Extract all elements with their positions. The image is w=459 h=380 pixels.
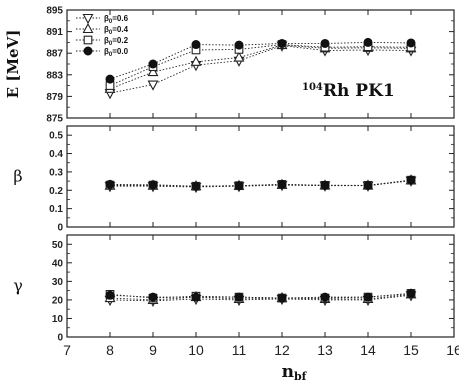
panel-beta-ytick-label: 0.1: [49, 204, 63, 215]
legend-label-3: β0=0.0: [104, 47, 129, 58]
panel-energy-series-1-point-3: [233, 51, 245, 62]
panel-energy-ytick-label: 887: [46, 49, 63, 60]
x-tick-label: 14: [360, 342, 376, 358]
panel-gamma-ytick-label: 40: [52, 258, 64, 269]
panel-beta-ytick-label: 0.2: [49, 186, 63, 197]
legend-label-part: 0: [109, 41, 113, 47]
panel-energy-series-1-line: [109, 44, 412, 90]
x-tick-label: 12: [274, 342, 290, 358]
x-axis: 7 8 9 10 11 12 13 14 15 16: [63, 342, 459, 358]
panel-gamma-series-3-point-1: [148, 292, 158, 302]
panel-gamma-ytick-label: 20: [52, 295, 64, 306]
legend-label-0: β0=0.6: [104, 14, 129, 25]
x-tick-label: 8: [106, 342, 114, 358]
x-tick-label: 11: [232, 342, 247, 358]
legend-label-part: 0: [109, 30, 113, 36]
panel-beta-series-3-point-5: [320, 180, 330, 190]
x-tick-label: 9: [149, 342, 157, 358]
panel-gamma-ytick-label: 10: [52, 314, 64, 325]
legend-label-part: β: [104, 14, 109, 23]
panel-gamma-frame: [66, 234, 455, 338]
panel-beta-series-3-point-3: [234, 181, 244, 191]
panel-gamma-ytick-label: 0: [57, 333, 63, 344]
panel-beta: 0 0.1 0.2 0.3 0.4 0.5 β: [13, 125, 455, 234]
panel-energy-series-1-point-1: [147, 65, 159, 77]
legend-label-part: β: [104, 25, 109, 34]
panel-beta-series-3-point-6: [363, 180, 373, 190]
panel-energy: 875 879 883 887 891 895 E [MeV] 104Rh PK1: [4, 6, 455, 125]
panel-energy-ytick-label: 879: [46, 92, 63, 103]
legend-label-part: 0: [109, 19, 113, 25]
x-tick-label: 13: [317, 342, 333, 358]
panel-energy-ylabel: E [MeV]: [4, 30, 22, 99]
panel-energy-series-3-point-3: [234, 40, 244, 50]
panel-gamma-series-3-point-0: [105, 290, 115, 300]
panel-energy-series-3-point-7: [406, 38, 416, 48]
panel-energy-ytick-label: 891: [46, 27, 63, 38]
panel-beta-ytick-label: 0.5: [49, 131, 63, 142]
panel-energy-series-3-point-2: [191, 40, 201, 50]
annotation-label: 104Rh PK1: [302, 81, 395, 101]
panel-gamma-series-3-point-7: [406, 288, 416, 298]
legend-marker-0: [82, 13, 94, 25]
panel-beta-series-3-line: [109, 179, 412, 187]
panel-energy-ytick-label: 883: [46, 70, 63, 81]
panel-energy-series-3-point-0: [105, 74, 115, 84]
panel-gamma-ylabel: γ: [13, 276, 23, 295]
panels-layer: 875 879 883 887 891 895 E [MeV] 104Rh PK1 0 0.1 0.…: [4, 6, 455, 344]
panel-gamma: 0 10 20 30 40 50 γ: [13, 234, 455, 344]
panel-beta-series-3-point-2: [191, 181, 201, 191]
panel-energy-series-3-point-6: [363, 37, 373, 47]
panel-gamma-series-3-point-5: [320, 292, 330, 302]
panel-gamma-series-3-point-2: [191, 292, 201, 302]
panel-beta-series-3-point-4: [277, 179, 287, 189]
panel-gamma-series-0-line: [109, 294, 412, 302]
annotation-superscript: 104: [302, 82, 323, 93]
panel-gamma-series-3-line: [109, 292, 412, 299]
legend-label-2: β0=0.2: [104, 36, 129, 47]
legend-marker-2: [83, 35, 93, 45]
x-tick-label: 7: [63, 342, 71, 358]
x-tick-label: 15: [403, 342, 419, 358]
panel-gamma-series-1-line: [109, 293, 412, 301]
panel-beta-ylabel: β: [13, 167, 22, 186]
panel-beta-ytick-label: 0: [57, 223, 63, 234]
legend-label-part: =0.4: [112, 25, 128, 34]
legend-marker-1: [82, 22, 94, 34]
legend-marker-3: [83, 46, 93, 56]
panel-gamma-series-3-point-4: [277, 293, 287, 303]
panel-energy-series-3-line: [109, 41, 412, 80]
panel-energy-series-2-line: [109, 44, 412, 87]
panel-energy-series-1-point-2: [190, 55, 202, 66]
panel-energy-series-3-point-4: [277, 38, 287, 48]
panel-energy-series-3-point-5: [320, 38, 330, 48]
x-tick-label: 16: [446, 342, 459, 358]
panel-energy-ytick-label: 875: [46, 114, 63, 125]
panel-beta-series-3-point-7: [406, 175, 416, 185]
x-tick-label: 10: [188, 342, 204, 358]
panel-beta-series-3-point-0: [105, 179, 115, 189]
panel-gamma-series-3-point-3: [234, 292, 244, 302]
panel-beta-ytick-label: 0.3: [49, 167, 63, 178]
legend-label-1: β0=0.4: [104, 25, 129, 36]
panel-energy-series-0-point-1: [147, 80, 159, 91]
legend-label-part: β: [104, 36, 109, 45]
legend-label-part: 0: [109, 52, 113, 58]
panel-gamma-series-3-point-6: [363, 292, 373, 302]
legend-label-part: =0.2: [112, 36, 128, 45]
legend-label-part: =0.6: [112, 14, 128, 23]
panel-gamma-ytick-label: 30: [52, 277, 64, 288]
annotation-main: Rh PK1: [323, 81, 395, 101]
legend-label-part: =0.0: [112, 47, 128, 56]
panel-energy-ytick-label: 895: [46, 6, 63, 17]
panel-beta-series-3-point-1: [148, 180, 158, 190]
panel-gamma-ytick-label: 50: [52, 240, 64, 251]
panel-beta-frame: [66, 125, 455, 228]
panel-beta-ytick-label: 0.4: [49, 149, 63, 160]
legend-label-part: β: [104, 47, 109, 56]
panel-energy-series-3-point-1: [148, 59, 158, 69]
x-axis-title: nbf: [282, 362, 308, 380]
legend: β0=0.6β0=0.4β0=0.2β0=0.0: [76, 13, 129, 58]
